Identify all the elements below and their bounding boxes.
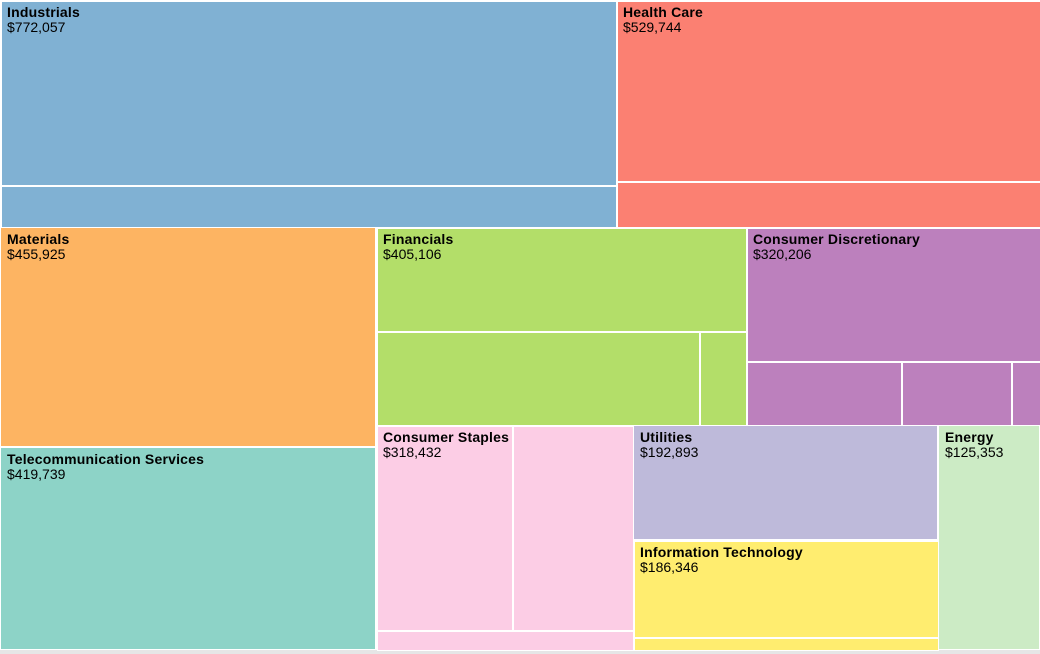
sector-value: $455,925 (7, 246, 66, 262)
treemap-label: Energy $125,353 (945, 430, 1003, 460)
treemap-subcell[interactable] (617, 182, 1040, 228)
treemap-subcell[interactable] (513, 426, 634, 631)
treemap-cell-energy[interactable]: Energy $125,353 (938, 425, 1040, 650)
treemap-cell-information-technology[interactable]: Information Technology $186,346 (633, 540, 939, 651)
treemap-label: Materials $455,925 (7, 232, 70, 262)
treemap-cell-telecommunication-services[interactable]: Telecommunication Services $419,739 (0, 447, 376, 650)
sector-name: Utilities (640, 429, 693, 445)
treemap-subcell[interactable] (902, 362, 1012, 426)
sector-name: Telecommunication Services (7, 451, 205, 467)
treemap-subcell[interactable] (377, 228, 747, 332)
treemap-subcell[interactable] (700, 332, 747, 426)
treemap-subcell[interactable] (377, 332, 700, 426)
treemap-subcell[interactable] (1, 1, 617, 186)
sector-name: Energy (945, 429, 994, 445)
treemap-label: Utilities $192,893 (640, 430, 698, 460)
treemap-cell-utilities[interactable]: Utilities $192,893 (633, 425, 938, 540)
treemap-subcell[interactable] (747, 362, 902, 426)
sector-value: $192,893 (640, 444, 699, 460)
treemap-subcell[interactable] (377, 426, 513, 631)
treemap-cell-health-care[interactable]: Health Care $529,744 (616, 0, 1040, 228)
sector-value: $125,353 (945, 444, 1004, 460)
treemap-subcell[interactable] (634, 541, 939, 638)
treemap-cell-materials[interactable]: Materials $455,925 (0, 227, 376, 447)
treemap-cell-consumer-discretionary[interactable]: Consumer Discretionary $320,206 (746, 227, 1040, 426)
treemap-subcell[interactable] (377, 631, 634, 651)
treemap-subcell[interactable] (617, 1, 1040, 182)
sector-name: Materials (7, 231, 70, 247)
treemap-subcell[interactable] (747, 228, 1040, 362)
sector-value: $419,739 (7, 466, 66, 482)
treemap-cell-financials[interactable]: Financials $405,106 (376, 227, 747, 426)
treemap-label: Telecommunication Services $419,739 (7, 452, 204, 482)
treemap-cell-consumer-staples[interactable]: Consumer Staples $318,432 (376, 425, 634, 651)
treemap-cell-industrials[interactable]: Industrials $772,057 (0, 0, 617, 228)
treemap-subcell[interactable] (1012, 362, 1040, 426)
treemap-subcell[interactable] (634, 638, 939, 651)
treemap-subcell[interactable] (1, 186, 617, 228)
